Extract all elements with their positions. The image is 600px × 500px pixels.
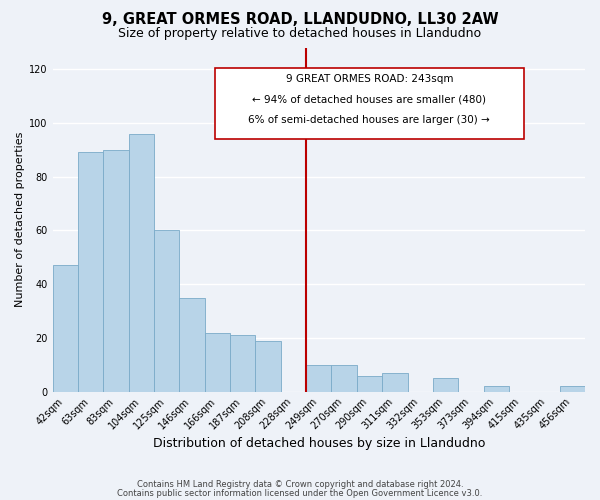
Bar bbox=[103, 150, 128, 392]
Bar bbox=[433, 378, 458, 392]
Bar bbox=[382, 373, 407, 392]
Bar bbox=[179, 298, 205, 392]
Text: Contains public sector information licensed under the Open Government Licence v3: Contains public sector information licen… bbox=[118, 489, 482, 498]
Text: 9, GREAT ORMES ROAD, LLANDUDNO, LL30 2AW: 9, GREAT ORMES ROAD, LLANDUDNO, LL30 2AW bbox=[101, 12, 499, 28]
Bar bbox=[306, 365, 331, 392]
Bar bbox=[128, 134, 154, 392]
Bar bbox=[53, 266, 78, 392]
Text: Size of property relative to detached houses in Llandudno: Size of property relative to detached ho… bbox=[118, 28, 482, 40]
Bar bbox=[357, 376, 382, 392]
Y-axis label: Number of detached properties: Number of detached properties bbox=[15, 132, 25, 308]
Text: Contains HM Land Registry data © Crown copyright and database right 2024.: Contains HM Land Registry data © Crown c… bbox=[137, 480, 463, 489]
Text: ← 94% of detached houses are smaller (480): ← 94% of detached houses are smaller (48… bbox=[253, 94, 487, 104]
Bar bbox=[256, 340, 281, 392]
X-axis label: Distribution of detached houses by size in Llandudno: Distribution of detached houses by size … bbox=[152, 437, 485, 450]
Text: 9 GREAT ORMES ROAD: 243sqm: 9 GREAT ORMES ROAD: 243sqm bbox=[286, 74, 453, 85]
Bar bbox=[331, 365, 357, 392]
Bar bbox=[78, 152, 103, 392]
Bar bbox=[484, 386, 509, 392]
Bar bbox=[154, 230, 179, 392]
Bar bbox=[560, 386, 585, 392]
Text: 6% of semi-detached houses are larger (30) →: 6% of semi-detached houses are larger (3… bbox=[248, 114, 490, 124]
Bar bbox=[230, 335, 256, 392]
Bar bbox=[205, 332, 230, 392]
FancyBboxPatch shape bbox=[215, 68, 524, 138]
